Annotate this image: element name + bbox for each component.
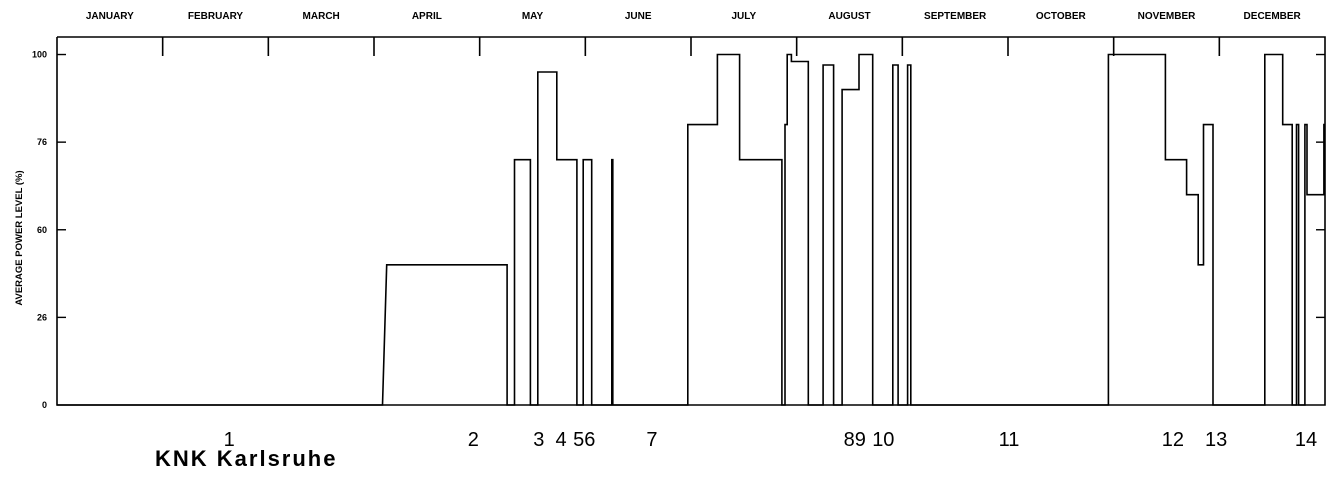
month-label: DECEMBER <box>1244 11 1302 22</box>
power-level-line <box>57 53 1325 406</box>
series-group <box>57 53 1325 406</box>
period-label: 14 <box>1295 429 1317 451</box>
period-label: 2 <box>468 429 479 451</box>
y-tick-label: 100 <box>32 50 47 60</box>
period-label: 4 <box>555 429 566 451</box>
y-axis: 0 26 60 76 100 <box>32 50 1325 410</box>
month-label: MAY <box>522 11 544 22</box>
month-label: FEBRUARY <box>188 11 244 22</box>
month-label: OCTOBER <box>1036 11 1087 22</box>
period-label: 3 <box>533 429 544 451</box>
y-tick-label: 26 <box>37 312 47 322</box>
period-label: 1 <box>224 429 235 451</box>
month-label: JULY <box>732 11 757 22</box>
month-axis <box>161 37 1221 56</box>
month-label: APRIL <box>412 11 442 22</box>
chart-title: KNK Karlsruhe <box>155 446 337 471</box>
period-labels: 1 2 3 4 56 7 89 10 11 12 13 14 <box>224 429 1317 451</box>
month-label: JUNE <box>625 11 652 22</box>
plot-frame <box>56 36 1326 406</box>
period-label: 10 <box>872 429 894 451</box>
period-label: 13 <box>1205 429 1227 451</box>
month-label: SEPTEMBER <box>924 11 987 22</box>
y-tick-label: 0 <box>42 400 47 410</box>
period-label: 7 <box>646 429 657 451</box>
y-tick-label: 76 <box>37 137 47 147</box>
y-tick-label: 60 <box>37 225 47 235</box>
period-label: 89 <box>844 429 866 451</box>
month-labels: JANUARY FEBRUARY MARCH APRIL MAY JUNE JULY AUGU… <box>86 11 1302 22</box>
period-label: 11 <box>999 429 1020 451</box>
month-label: AUGUST <box>828 11 870 22</box>
month-label: NOVEMBER <box>1138 11 1197 22</box>
period-label: 56 <box>573 429 595 451</box>
month-label: JANUARY <box>86 11 134 22</box>
period-label: 12 <box>1162 429 1184 451</box>
month-label: MARCH <box>303 11 340 22</box>
y-axis-title: AVERAGE POWER LEVEL (%) <box>14 170 25 305</box>
